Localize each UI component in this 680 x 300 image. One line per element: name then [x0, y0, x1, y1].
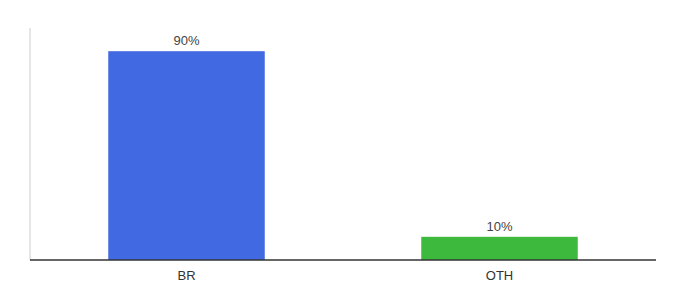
data-label: 90% [173, 33, 199, 48]
chart-container: BR OTH 90% 10% [0, 0, 680, 300]
x-tick-label: BR [177, 268, 195, 283]
y-axis-line [30, 28, 31, 260]
bar [421, 237, 578, 260]
x-axis-line [30, 259, 656, 261]
chart: BR OTH 90% 10% [0, 0, 680, 300]
x-tick-label: OTH [486, 268, 513, 283]
bars [108, 51, 578, 260]
data-label: 10% [486, 219, 512, 234]
plot-area: BR OTH 90% 10% [30, 28, 656, 283]
bar [108, 51, 265, 260]
